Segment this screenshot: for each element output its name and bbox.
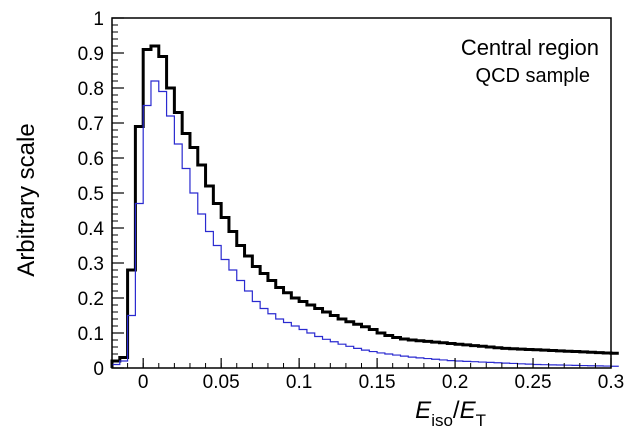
histogram-layer	[110, 44, 619, 368]
x-tick-label: 0.2	[442, 372, 468, 393]
y-tick-label: 0.1	[78, 324, 104, 345]
legend-line-2: QCD sample	[476, 65, 590, 87]
x-tick-label: 0.3	[598, 372, 624, 393]
histogram-series-1	[110, 44, 619, 368]
y-tick-label: 0.6	[78, 149, 104, 170]
y-tick-label: 0.3	[78, 254, 104, 275]
legend-line-1: Central region	[461, 35, 599, 60]
x-axis-title-sep: /	[453, 397, 460, 424]
y-tick-label: 1	[93, 9, 104, 30]
x-tick-label: 0.25	[515, 372, 552, 393]
x-tick-label: 0.05	[203, 372, 240, 393]
y-tick-label: 0.5	[78, 184, 104, 205]
x-tick-label: 0	[138, 372, 149, 393]
tick-layer: 0 0.05 0.1 0.15 0.2 0.25 0.3 0 0.1 0.2 0.3 0.4 0.5 0.…	[78, 9, 625, 393]
x-axis-title: Eiso/ET	[415, 397, 486, 430]
x-axis-title-sub2: T	[476, 411, 486, 430]
y-tick-label: 0.9	[78, 44, 104, 65]
x-tick-label: 0.1	[286, 372, 312, 393]
x-axis-title-sub1: iso	[431, 411, 453, 430]
y-axis-title: Arbitrary scale	[13, 123, 40, 276]
histogram-series-2	[111, 80, 619, 368]
y-tick-label: 0	[93, 359, 104, 380]
x-tick-label: 0.15	[359, 372, 396, 393]
y-tick-label: 0.4	[78, 219, 105, 240]
y-tick-label: 0.2	[78, 289, 104, 310]
y-tick-label: 0.8	[78, 79, 104, 100]
y-tick-label: 0.7	[78, 114, 104, 135]
x-axis-title-main: E	[415, 397, 432, 424]
x-axis-title-main2: E	[460, 397, 477, 424]
